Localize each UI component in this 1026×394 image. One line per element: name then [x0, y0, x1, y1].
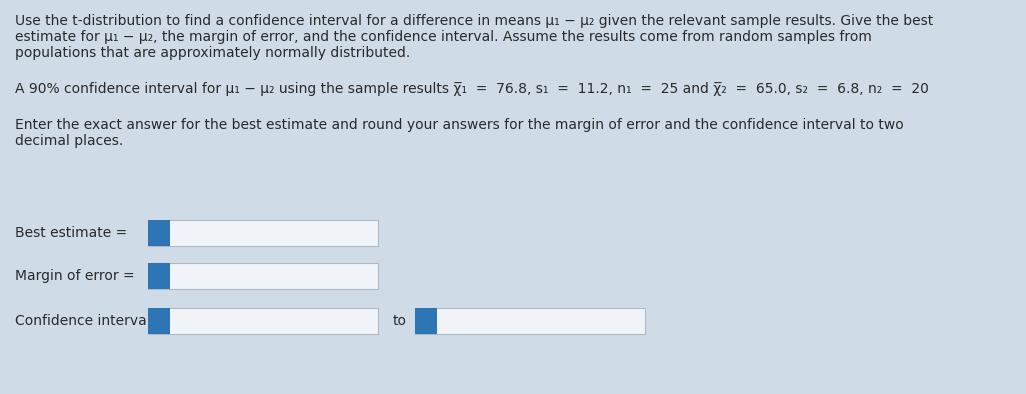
Text: decimal places.: decimal places.	[15, 134, 123, 148]
Text: Confidence interval :: Confidence interval :	[15, 314, 160, 328]
Text: Margin of error =: Margin of error =	[15, 269, 134, 283]
Text: A 90% confidence interval for μ₁ − μ₂ using the sample results χ̅₁  =  76.8, s₁ : A 90% confidence interval for μ₁ − μ₂ us…	[15, 82, 929, 96]
Bar	[148, 308, 170, 334]
Text: Enter the exact answer for the best estimate and round your answers for the marg: Enter the exact answer for the best esti…	[15, 118, 904, 132]
Bar	[415, 308, 645, 334]
Text: to: to	[393, 314, 407, 328]
Bar	[415, 308, 437, 334]
Bar	[148, 263, 378, 289]
Text: estimate for μ₁ − μ₂, the margin of error, and the confidence interval. Assume t: estimate for μ₁ − μ₂, the margin of erro…	[15, 30, 872, 44]
Bar	[148, 220, 170, 246]
Bar	[148, 308, 378, 334]
Bar	[148, 263, 170, 289]
Bar	[148, 220, 378, 246]
Text: Use the t-distribution to find a confidence interval for a difference in means μ: Use the t-distribution to find a confide…	[15, 14, 934, 28]
Text: Best estimate =: Best estimate =	[15, 226, 127, 240]
Text: populations that are approximately normally distributed.: populations that are approximately norma…	[15, 46, 410, 60]
